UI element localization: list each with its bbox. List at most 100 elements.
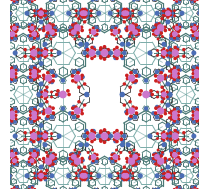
Circle shape xyxy=(152,112,155,115)
Circle shape xyxy=(100,138,102,140)
Circle shape xyxy=(44,139,46,141)
Circle shape xyxy=(125,179,127,181)
Circle shape xyxy=(157,188,159,189)
Circle shape xyxy=(103,58,106,60)
Circle shape xyxy=(153,160,155,163)
Circle shape xyxy=(135,107,137,109)
Circle shape xyxy=(167,8,169,10)
Circle shape xyxy=(177,114,179,116)
Circle shape xyxy=(176,66,179,68)
Circle shape xyxy=(157,25,159,28)
Circle shape xyxy=(113,34,115,36)
Circle shape xyxy=(40,131,42,133)
Circle shape xyxy=(30,49,32,51)
Circle shape xyxy=(39,70,40,72)
Circle shape xyxy=(87,12,89,15)
Circle shape xyxy=(123,134,126,138)
Circle shape xyxy=(72,24,74,26)
Circle shape xyxy=(90,15,92,16)
Circle shape xyxy=(37,69,38,71)
Circle shape xyxy=(11,120,13,122)
Circle shape xyxy=(10,73,15,78)
Circle shape xyxy=(189,0,191,1)
Circle shape xyxy=(32,30,34,32)
Circle shape xyxy=(111,33,113,35)
Circle shape xyxy=(114,57,117,60)
Circle shape xyxy=(173,26,175,28)
Circle shape xyxy=(90,173,92,174)
Circle shape xyxy=(197,26,199,28)
Circle shape xyxy=(137,160,139,163)
Circle shape xyxy=(15,73,17,75)
Circle shape xyxy=(90,156,91,157)
Circle shape xyxy=(155,32,159,36)
Circle shape xyxy=(171,15,173,17)
Circle shape xyxy=(75,75,80,81)
Circle shape xyxy=(1,139,2,141)
Circle shape xyxy=(15,69,17,71)
Circle shape xyxy=(60,91,66,98)
Circle shape xyxy=(30,30,32,31)
Circle shape xyxy=(114,133,120,139)
Circle shape xyxy=(29,1,31,3)
Circle shape xyxy=(32,1,33,2)
Circle shape xyxy=(28,29,30,31)
Circle shape xyxy=(32,70,36,74)
Circle shape xyxy=(192,73,194,74)
Circle shape xyxy=(45,90,47,92)
Circle shape xyxy=(5,97,7,99)
Circle shape xyxy=(29,186,31,188)
Circle shape xyxy=(121,171,123,173)
Circle shape xyxy=(5,139,7,141)
Circle shape xyxy=(191,29,192,31)
Circle shape xyxy=(115,27,117,29)
Circle shape xyxy=(113,55,116,57)
Circle shape xyxy=(126,74,128,77)
Circle shape xyxy=(39,11,43,15)
Circle shape xyxy=(4,133,5,135)
Circle shape xyxy=(198,36,202,40)
Circle shape xyxy=(207,139,208,141)
Circle shape xyxy=(0,92,4,97)
Circle shape xyxy=(173,119,175,121)
Circle shape xyxy=(69,112,72,115)
Circle shape xyxy=(137,26,139,29)
Circle shape xyxy=(155,75,157,77)
Circle shape xyxy=(172,50,178,56)
Circle shape xyxy=(201,112,203,114)
Circle shape xyxy=(200,14,201,16)
Circle shape xyxy=(30,107,33,110)
Circle shape xyxy=(43,29,45,32)
Circle shape xyxy=(83,51,86,55)
Circle shape xyxy=(171,111,172,112)
Circle shape xyxy=(8,14,9,16)
Circle shape xyxy=(123,83,125,85)
Circle shape xyxy=(45,158,51,164)
Circle shape xyxy=(159,156,161,157)
Circle shape xyxy=(168,176,172,179)
Circle shape xyxy=(207,48,208,50)
Circle shape xyxy=(4,82,7,86)
Circle shape xyxy=(92,46,95,49)
Circle shape xyxy=(196,150,198,152)
Circle shape xyxy=(85,176,89,179)
Circle shape xyxy=(153,153,155,155)
Circle shape xyxy=(69,29,72,32)
Circle shape xyxy=(74,25,76,28)
Circle shape xyxy=(86,178,88,181)
Circle shape xyxy=(31,50,37,56)
Circle shape xyxy=(10,32,15,36)
Circle shape xyxy=(43,112,45,115)
Circle shape xyxy=(43,173,45,174)
Circle shape xyxy=(85,8,87,11)
Circle shape xyxy=(28,118,30,120)
Circle shape xyxy=(178,69,179,71)
Circle shape xyxy=(30,156,32,158)
Circle shape xyxy=(8,69,10,71)
Circle shape xyxy=(10,31,11,33)
Circle shape xyxy=(179,29,181,31)
Circle shape xyxy=(81,112,83,115)
Circle shape xyxy=(16,163,18,165)
Circle shape xyxy=(30,73,32,74)
Circle shape xyxy=(193,113,195,115)
